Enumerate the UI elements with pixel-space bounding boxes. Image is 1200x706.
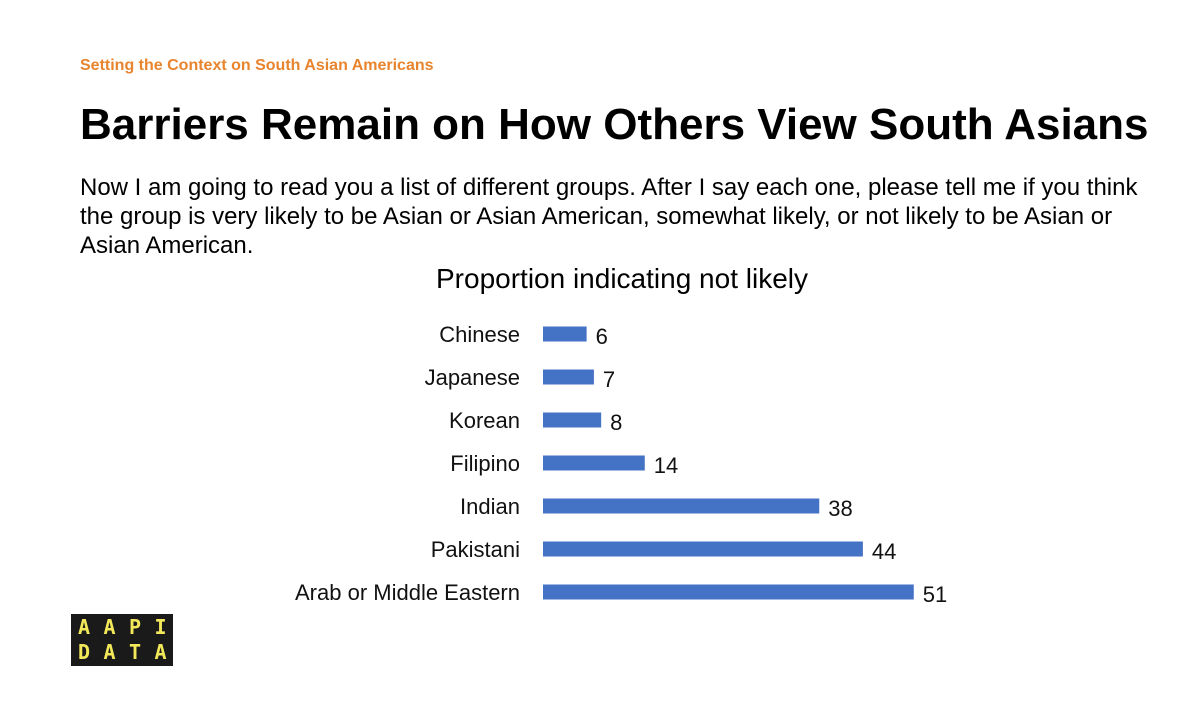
logo-background	[71, 614, 173, 666]
logo-letter: A	[154, 640, 166, 664]
category-label: Chinese	[439, 322, 520, 347]
logo-letter: A	[103, 640, 115, 664]
logo-letter: I	[154, 615, 166, 639]
aapi-data-logo: A A P ID A T A	[71, 614, 173, 666]
logo-letter: T	[129, 640, 141, 664]
bar	[543, 455, 645, 471]
bar	[543, 498, 820, 514]
data-label: 7	[603, 367, 615, 392]
section-label: Setting the Context on South Asian Ameri…	[80, 57, 434, 74]
bar-chart: Proportion indicating not likely Chinese…	[295, 263, 947, 607]
bar	[543, 541, 863, 557]
logo-letter: D	[78, 640, 90, 664]
category-label: Indian	[460, 494, 520, 519]
category-label: Filipino	[450, 451, 520, 476]
data-label: 6	[596, 324, 608, 349]
bar	[543, 584, 914, 600]
bar	[543, 369, 594, 385]
data-label: 14	[654, 453, 678, 478]
category-label: Arab or Middle Eastern	[295, 580, 520, 605]
logo-letter: A	[103, 615, 115, 639]
data-label: 38	[828, 496, 852, 521]
data-label: 8	[610, 410, 622, 435]
question-text: Now I am going to read you a list of dif…	[80, 174, 1138, 259]
category-label: Pakistani	[431, 537, 520, 562]
logo-letter: P	[129, 615, 141, 639]
bar	[543, 412, 602, 428]
chart-title: Proportion indicating not likely	[436, 263, 808, 294]
category-label: Japanese	[425, 365, 520, 390]
logo-letter: A	[78, 615, 90, 639]
category-label: Korean	[449, 408, 520, 433]
bar	[543, 326, 587, 342]
data-label: 51	[923, 582, 947, 607]
data-label: 44	[872, 539, 896, 564]
slide-title: Barriers Remain on How Others View South…	[80, 100, 1149, 149]
